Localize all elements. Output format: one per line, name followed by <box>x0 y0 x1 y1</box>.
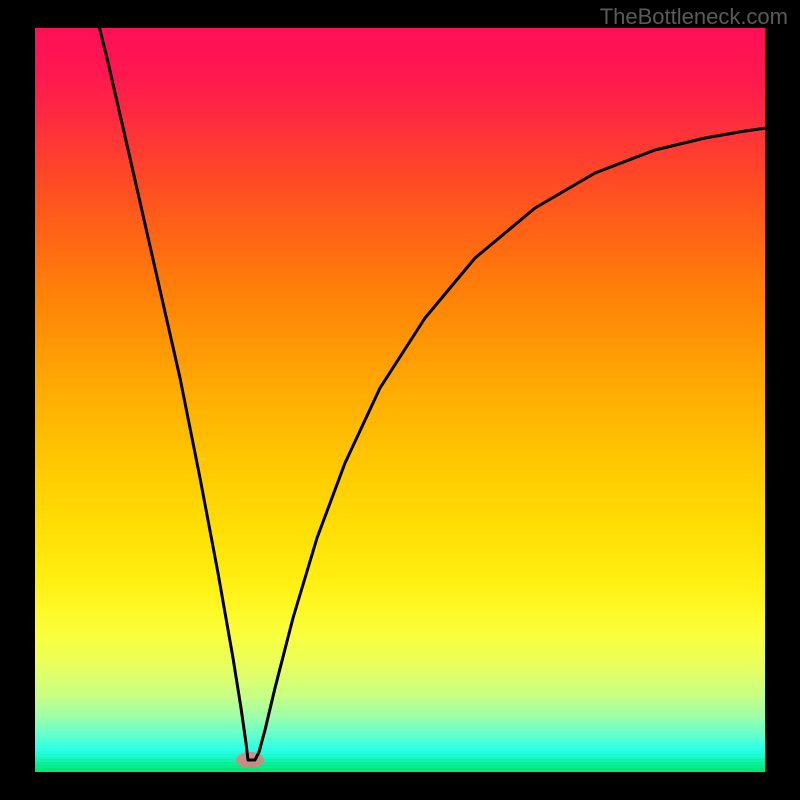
watermark-label: TheBottleneck.com <box>600 4 788 30</box>
figure-frame: TheBottleneck.com <box>0 0 800 800</box>
curve-path <box>97 18 767 760</box>
bottleneck-curve <box>35 28 765 768</box>
bottleneck-plot <box>35 28 765 768</box>
